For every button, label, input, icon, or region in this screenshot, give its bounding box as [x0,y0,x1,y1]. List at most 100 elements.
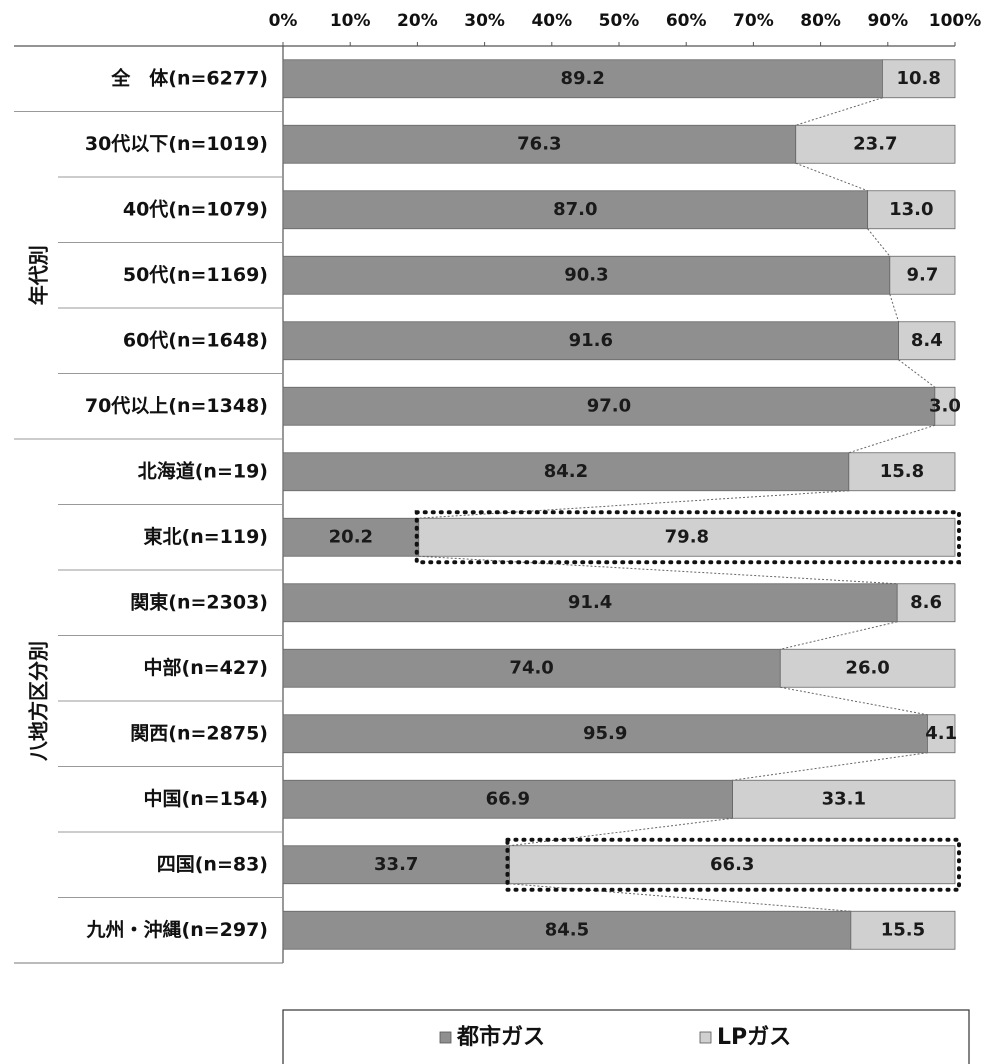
data-label: 15.8 [880,461,924,482]
legend-swatch [439,1031,452,1044]
data-label: 79.8 [665,526,709,547]
data-label: 84.2 [544,461,588,482]
series-connector-line [509,817,733,847]
data-label: 8.4 [911,330,943,351]
series-connector-line [780,621,898,650]
bar-segment [282,779,733,819]
data-label: 13.0 [889,199,933,220]
bar-segment [850,910,956,950]
bar-segment [282,59,883,99]
x-tick-label: 80% [800,11,841,31]
data-label: 66.3 [710,854,754,875]
category-label: 北海道(n=19) [138,459,268,482]
series-connector-line [418,555,898,585]
x-tick-label: 10% [330,11,371,31]
data-label: 91.6 [569,330,613,351]
bar-segment [927,714,956,754]
bar-segment [779,648,956,688]
category-label: 70代以上(n=1348) [85,395,268,417]
legend-box [282,1009,970,1064]
bar-segment [848,452,956,492]
x-tick-label: 0% [269,11,298,31]
category-label: 50代(n=1169) [123,264,268,286]
data-label: 89.2 [561,68,605,89]
bar-segment [282,124,797,164]
series-connector-line [795,97,883,126]
category-label: 中部(n=427) [144,656,268,679]
data-label: 10.8 [897,68,941,89]
x-tick-label: 100% [929,11,982,31]
category-label: 四国(n=83) [157,853,268,875]
bar-segment [934,386,956,426]
bar-segment [282,190,869,230]
bar-segment [898,321,956,361]
x-tick-label: 60% [666,11,707,31]
data-label: 66.9 [486,788,530,809]
bar-segment [282,910,852,950]
data-label: 87.0 [553,199,597,220]
series-connector-line [848,424,935,454]
category-label: 九州・沖縄(n=297) [86,918,268,941]
data-label: 97.0 [587,395,631,416]
series-connector-line [780,686,928,716]
category-label: 40代(n=1079) [123,198,268,220]
series-connector-line [867,228,891,257]
bar-segment [889,255,956,295]
highlight-box [505,837,961,892]
category-label: 関西(n=2875) [130,722,268,744]
category-label: 中国(n=154) [144,787,268,810]
data-label: 26.0 [845,657,889,678]
series-connector-line [898,359,936,388]
x-tick-label: 70% [733,11,774,31]
series-connector-line [889,294,900,322]
data-label: 95.9 [583,723,627,744]
data-label: 23.7 [853,133,897,154]
category-label: 30代以下(n=1019) [85,133,268,155]
bar-segment [418,517,956,557]
legend-label: 都市ガス [456,1024,545,1050]
bar-segment [795,124,956,164]
bar-segment [896,583,956,623]
category-label: 60代(n=1648) [123,329,268,351]
bar-segment [867,190,956,230]
bar-segment [732,779,956,819]
data-label: 90.3 [564,264,608,285]
bar-segment [282,517,420,557]
data-label: 33.7 [374,854,418,875]
category-label: 東北(n=119) [144,525,268,548]
highlight-box [414,510,961,565]
data-label: 84.5 [545,919,589,940]
x-tick-label: 90% [867,11,908,31]
data-label: 3.0 [929,395,961,416]
bar-segment [509,845,956,885]
category-label: 全 体(n=6277) [110,66,268,89]
data-label: 33.1 [822,788,866,809]
bar-segment [282,452,850,492]
category-label: 関東(n=2303) [130,590,268,613]
bar-segment [882,59,956,99]
data-label: 8.6 [910,592,942,613]
bar-segment [282,714,928,754]
bar-segment [282,583,898,623]
legend-label: LPガス [717,1025,791,1050]
data-label: 9.7 [906,264,938,285]
x-tick-label: 40% [531,11,572,31]
series-connector-line [732,752,928,781]
data-label: 91.4 [568,592,612,613]
data-label: 15.5 [881,919,925,940]
series-connector-line [795,162,868,192]
group-label: 八地方区分別 [27,641,51,761]
bar-segment [282,255,891,295]
data-label: 74.0 [509,657,553,678]
legend-swatch [699,1031,712,1044]
x-tick-label: 20% [397,11,438,31]
data-label: 20.2 [329,526,373,547]
bar-segment [282,648,781,688]
group-label: 年代別 [27,245,51,305]
series-connector-line [509,883,851,912]
data-label: 4.1 [925,723,957,744]
x-tick-label: 50% [599,11,640,31]
data-label: 76.3 [517,133,561,154]
bar-segment [282,321,899,361]
